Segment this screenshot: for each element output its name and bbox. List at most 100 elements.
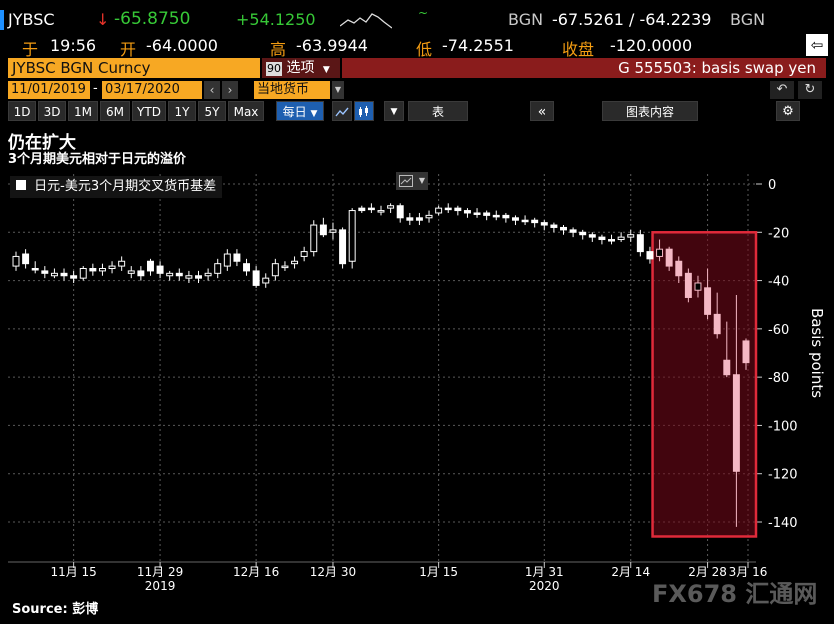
candle-body <box>473 212 481 215</box>
currency-dropdown-icon[interactable]: ▼ <box>332 81 344 99</box>
y-tick-label: -40 <box>768 275 789 290</box>
low-label: 低 <box>416 40 433 59</box>
candle-body <box>608 239 616 242</box>
chart-type-dropdown-icon[interactable]: ▼ <box>384 101 404 121</box>
candle-body <box>521 219 529 223</box>
candle-body <box>367 207 375 211</box>
period-button-ytd[interactable]: YTD <box>132 101 166 121</box>
candle-body <box>358 207 366 212</box>
candle-body <box>704 287 712 315</box>
export-icon[interactable]: ⇦ <box>806 34 828 56</box>
period-button-1y[interactable]: 1Y <box>168 101 196 121</box>
candle-body <box>204 272 212 277</box>
candle-body <box>195 275 202 279</box>
candle-body <box>127 270 135 274</box>
period-button-1d[interactable]: 1D <box>8 101 36 121</box>
candle-body <box>636 234 644 253</box>
candle-body <box>310 224 318 253</box>
candle-body <box>569 229 577 233</box>
quote-time: 19:56 <box>50 36 97 55</box>
refresh-icon[interactable]: ↻ <box>798 81 822 99</box>
candle-body <box>156 265 164 274</box>
candle-body <box>348 210 356 262</box>
options-button[interactable]: 90 选项 ▼ <box>262 58 340 78</box>
candle-body <box>41 270 49 274</box>
candle-body <box>723 359 731 376</box>
date-prev-button[interactable]: ‹ <box>204 81 220 99</box>
candle-body <box>656 248 664 257</box>
line-chart-icon[interactable] <box>332 101 352 121</box>
settings-gear-icon[interactable]: ⚙ <box>776 101 800 121</box>
x-tick-label: 11月 15 <box>50 565 96 579</box>
candle-body <box>233 253 241 262</box>
candle-body <box>415 217 423 221</box>
x-tick-label: 2月 28 <box>688 565 727 579</box>
candle-body <box>12 255 20 267</box>
candle-body <box>588 234 596 238</box>
close-label: 收盘 <box>562 40 595 59</box>
intraday-sparkline-icon <box>340 13 392 29</box>
candle-body <box>223 253 231 267</box>
candle-body <box>617 236 625 241</box>
undo-icon[interactable]: ↶ <box>770 81 794 99</box>
candle-body <box>665 248 673 267</box>
period-button-6m[interactable]: 6M <box>100 101 130 121</box>
candle-body <box>89 268 97 272</box>
low-value: -74.2551 <box>442 36 514 55</box>
y-tick-label: -60 <box>768 323 789 338</box>
candle-body <box>406 217 414 221</box>
chart-style-icon[interactable]: ▼ <box>396 172 428 190</box>
period-button-3d[interactable]: 3D <box>38 101 66 121</box>
candle-body <box>742 340 750 364</box>
date-next-button[interactable]: › <box>222 81 238 99</box>
candle-body <box>166 272 174 277</box>
x-year-label: 2019 <box>145 579 176 593</box>
candle-body <box>271 263 279 277</box>
candle-body <box>50 272 58 277</box>
candle-body <box>329 229 337 233</box>
candle-body <box>598 236 606 241</box>
candle-body <box>511 217 519 221</box>
candle-body <box>560 226 567 231</box>
period-button-5y[interactable]: 5Y <box>198 101 226 121</box>
candle-body <box>98 268 106 272</box>
page-title-bar: G 555503: basis swap yen <box>342 58 826 78</box>
table-label: 表 <box>431 105 444 119</box>
start-date-field[interactable]: 11/01/2019 <box>8 81 90 99</box>
candle-body <box>675 260 683 277</box>
frequency-select[interactable]: 每日 ▼ <box>276 101 324 121</box>
period-button-1m[interactable]: 1M <box>68 101 98 121</box>
chart-content-button[interactable]: 图表内容 <box>602 101 698 121</box>
options-dropdown-icon: ▼ <box>322 65 330 75</box>
last-price: -65.8750 <box>114 9 191 29</box>
currency-select[interactable]: 当地货币 <box>254 81 330 99</box>
date-dash: - <box>93 81 98 96</box>
candlestick-chart-icon[interactable] <box>354 101 374 121</box>
legend-swatch <box>16 180 26 190</box>
net-change: +54.1250 <box>236 10 316 29</box>
candle-body <box>262 277 270 284</box>
candle-body <box>339 229 347 265</box>
table-button[interactable]: 表 <box>408 101 468 121</box>
candle-body <box>319 224 327 236</box>
x-year-label: 2020 <box>529 579 560 593</box>
candle-body <box>550 224 558 228</box>
candle-body <box>281 265 289 269</box>
ticker[interactable]: JYBSC <box>8 10 55 29</box>
candle-body <box>646 251 654 260</box>
candle-body <box>483 212 491 216</box>
security-field[interactable]: JYBSC BGN Curncy <box>8 58 260 78</box>
page-title: G 555503: basis swap yen <box>618 59 816 77</box>
candle-body <box>60 272 68 277</box>
x-tick-label: 12月 30 <box>310 565 356 579</box>
candle-body <box>684 272 692 298</box>
end-date-field[interactable]: 03/17/2020 <box>102 81 202 99</box>
candle-body <box>387 205 395 209</box>
chart-subtitle: 3个月期美元相对于日元的溢价 <box>8 152 187 167</box>
candle-body <box>300 251 308 257</box>
frequency-label: 每日 <box>282 105 307 119</box>
collapse-left-icon[interactable]: « <box>530 101 554 121</box>
candle-body <box>444 207 452 211</box>
candle-body <box>79 268 87 279</box>
period-button-max[interactable]: Max <box>228 101 264 121</box>
